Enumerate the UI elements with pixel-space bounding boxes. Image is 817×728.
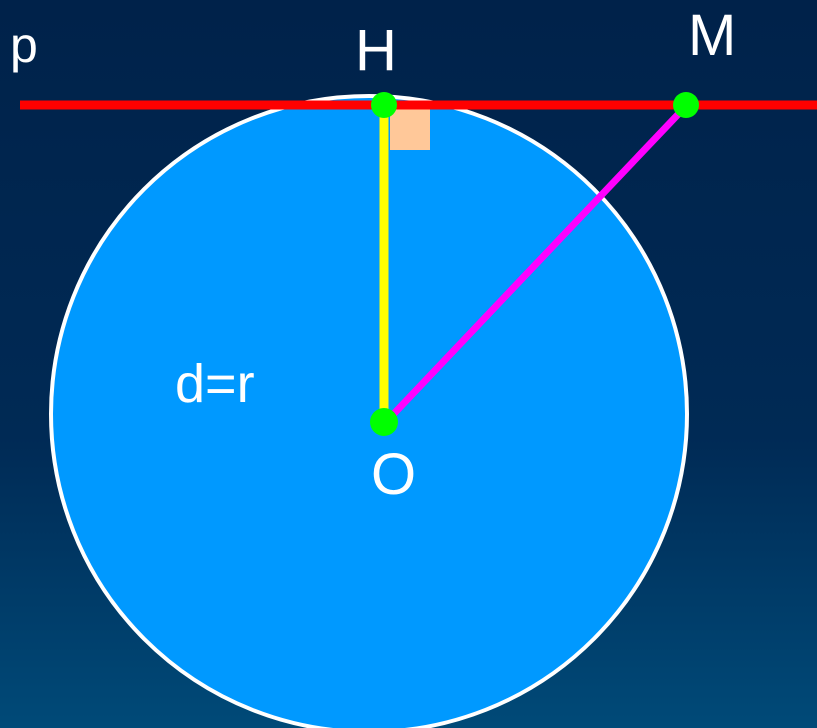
point-m — [673, 92, 699, 118]
label-o: O — [371, 442, 416, 507]
point-o — [370, 408, 398, 436]
circle — [49, 94, 689, 728]
label-line: p — [10, 17, 38, 73]
label-relation: d=r — [175, 354, 255, 414]
label-h: H — [355, 18, 397, 83]
label-m: M — [688, 3, 736, 68]
right-angle-mark — [390, 106, 430, 150]
segment-om — [383, 103, 689, 425]
point-h — [371, 92, 397, 118]
